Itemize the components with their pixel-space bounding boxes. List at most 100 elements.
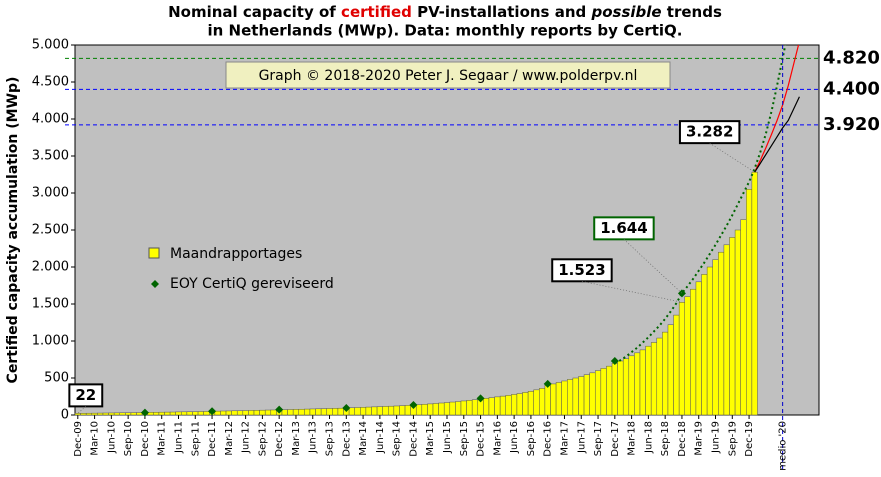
x-tick-label: Mar-14 (358, 421, 369, 456)
bar (460, 400, 467, 416)
bar (153, 412, 160, 416)
bar (304, 408, 311, 416)
bar (499, 395, 506, 416)
bar (544, 385, 551, 416)
bar (650, 342, 658, 416)
eoy-point (208, 407, 217, 416)
trend-line (754, 45, 800, 173)
bar (734, 229, 741, 416)
x-tick-label: Jun-12 (241, 421, 252, 454)
reference-label: 4.400 (823, 78, 880, 99)
bar (192, 411, 199, 416)
bar (85, 412, 93, 416)
bar (488, 397, 495, 416)
eoy-point (342, 403, 351, 412)
x-tick-label: Jun-10 (106, 421, 117, 454)
bar (91, 412, 98, 416)
watermark-box (225, 61, 671, 89)
y-tick-label: 2.000 (32, 260, 69, 275)
bar (639, 349, 646, 416)
bar (600, 368, 607, 416)
bar (393, 405, 400, 416)
legend-swatch (148, 247, 160, 259)
bar (320, 408, 327, 416)
bar (248, 410, 255, 416)
title-part: Nominal capacity of (168, 3, 341, 21)
x-tick-label: Sep-13 (325, 421, 336, 456)
bar (175, 411, 182, 416)
bar (712, 259, 719, 416)
x-tick-label: Dec-10 (140, 421, 151, 457)
x-tick-label: Jun-11 (173, 421, 184, 454)
bar (253, 410, 260, 416)
trend-group (614, 45, 800, 365)
bar (511, 394, 518, 416)
x-tick-label: Dec-18 (677, 421, 688, 457)
bar (404, 405, 411, 416)
bar (578, 376, 585, 416)
bar (729, 237, 736, 416)
bar (119, 412, 126, 416)
bar (662, 331, 669, 416)
bar (376, 406, 383, 416)
bar (583, 374, 590, 416)
value-label: 22 (75, 386, 96, 404)
y-tick-label: 500 (44, 371, 69, 386)
bar (673, 314, 680, 416)
x-tick-label: Sep-16 (526, 421, 537, 456)
bar (427, 403, 434, 416)
x-tick-label: Sep-11 (190, 421, 201, 456)
x-tick-label: Mar-18 (627, 421, 638, 456)
y-tick-label: 1.000 (32, 334, 69, 349)
bar (421, 404, 428, 416)
bar (415, 404, 423, 416)
legend-marker (151, 280, 159, 288)
bar (113, 412, 121, 416)
bar (449, 401, 456, 416)
bar (74, 413, 81, 416)
bar (108, 412, 115, 416)
bar (281, 409, 288, 416)
bar (555, 382, 562, 416)
bar (667, 324, 674, 416)
x-tick-label: Dec-19 (744, 421, 755, 457)
bar (298, 408, 305, 416)
x-tick-label: Sep-19 (727, 421, 738, 456)
y-tick-label: 1.500 (32, 297, 69, 312)
bar (337, 407, 344, 416)
x-tick-label: Mar-11 (157, 421, 168, 456)
x-tick-label: Mar-19 (694, 421, 705, 456)
bar (589, 372, 596, 416)
bar (695, 281, 702, 416)
value-label-leader (623, 239, 683, 294)
x-tick-label: Mar-16 (492, 421, 503, 456)
bar (746, 189, 753, 416)
bar (309, 408, 316, 416)
x-tick-label: Sep-10 (123, 421, 134, 456)
x-tick-label: Sep-14 (392, 421, 403, 456)
eoy-point (409, 401, 418, 410)
bar (723, 244, 730, 416)
eoy-point (610, 356, 619, 365)
bar (505, 395, 512, 416)
bar (97, 412, 104, 416)
bar (567, 379, 574, 416)
bar (259, 409, 266, 416)
bar (348, 407, 355, 416)
x-tick-label: Jun-13 (308, 421, 319, 454)
bar (326, 408, 333, 416)
bar (550, 383, 557, 416)
bar (645, 345, 652, 416)
bar (533, 389, 540, 416)
bar (701, 274, 708, 416)
bar (516, 393, 523, 416)
x-tick-label: Sep-18 (660, 421, 671, 456)
bar (264, 409, 272, 416)
x-tick-label: Dec-16 (543, 421, 554, 457)
bar (354, 407, 361, 416)
bar (706, 266, 713, 416)
eoy-point (543, 379, 552, 388)
y-tick-label: 4.000 (32, 112, 69, 127)
reference-label: 3.920 (823, 114, 880, 135)
bar (466, 400, 473, 416)
